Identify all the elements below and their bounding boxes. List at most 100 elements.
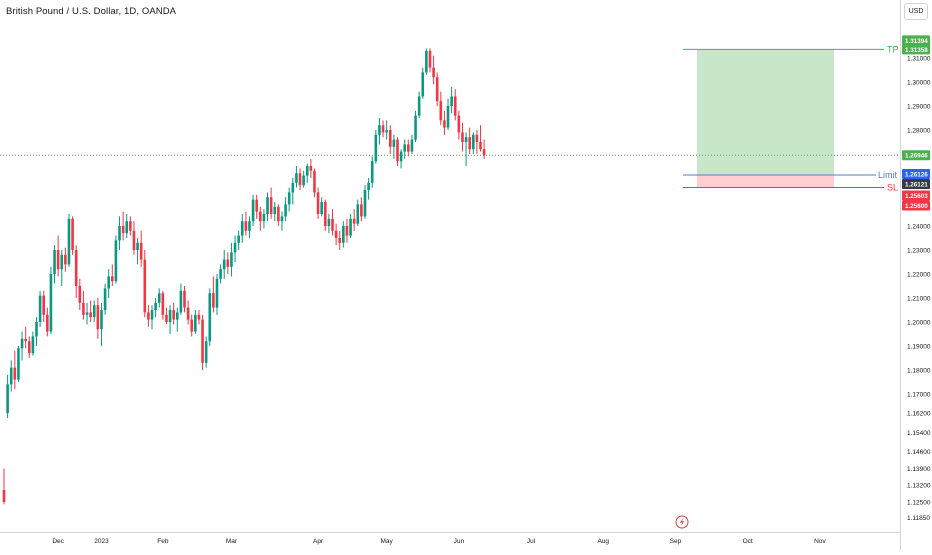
candle-body — [212, 293, 215, 308]
candle-body — [414, 115, 417, 140]
time-axis[interactable]: Dec 2023 Feb Mar Apr May Jun Jul Aug Sep Oct Nov — [52, 538, 826, 545]
candle-body — [111, 276, 114, 282]
candle-body — [262, 214, 266, 222]
candle-body — [139, 242, 143, 260]
position-levels: TP Limit SL — [683, 44, 899, 193]
lightning-icon[interactable] — [675, 515, 689, 529]
candle-body — [259, 211, 262, 222]
candle-body — [136, 242, 139, 250]
candle-body — [179, 290, 183, 313]
candle-body — [457, 115, 461, 133]
candle-body — [132, 230, 136, 250]
candle-body — [360, 204, 363, 217]
candle-body — [251, 199, 255, 222]
time-tick-label: May — [381, 538, 394, 545]
stop-loss-zone[interactable] — [697, 174, 834, 188]
candle-body — [298, 173, 302, 186]
svg-text:1.25600: 1.25600 — [905, 203, 928, 210]
candle-body — [479, 142, 482, 150]
time-tick-label: Jun — [454, 538, 465, 545]
candle-body — [374, 134, 378, 162]
price-tag: 1.26946 — [902, 150, 930, 161]
time-tick-label: Nov — [814, 538, 826, 545]
price-tick-label: 1.31000 — [907, 56, 931, 63]
candle-body — [287, 192, 291, 205]
candle-body — [273, 206, 277, 214]
candle-body — [82, 302, 85, 315]
candle-body — [2, 490, 6, 502]
price-tick-label: 1.28000 — [907, 128, 931, 135]
candle-body — [67, 218, 71, 265]
candle-body — [381, 125, 385, 133]
candle-body — [277, 206, 280, 222]
price-tick-label: 1.18000 — [907, 368, 931, 375]
candle-body — [118, 226, 121, 241]
candle-body — [435, 77, 439, 102]
price-tag: 1.25600 — [902, 200, 930, 211]
candle-body — [35, 322, 38, 337]
take-profit-zone[interactable] — [697, 49, 834, 175]
price-tick-label: 1.24000 — [907, 224, 931, 231]
price-tag: 1.31358 — [902, 44, 930, 55]
candle-body — [129, 221, 132, 231]
time-tick-label: Dec — [52, 538, 64, 545]
candle-body — [428, 50, 432, 68]
price-tick-label: 1.29000 — [907, 104, 931, 111]
candle-body — [6, 384, 9, 414]
candle-body — [114, 240, 118, 282]
candle-body — [150, 310, 154, 320]
candle-body — [42, 295, 46, 315]
candle-body — [280, 216, 284, 222]
candle-body — [85, 312, 89, 315]
candle-body — [9, 367, 13, 385]
candle-body — [295, 173, 298, 183]
candle-body — [352, 218, 356, 224]
candle-body — [56, 250, 60, 270]
time-tick-label: Oct — [743, 538, 753, 545]
candle-body — [230, 252, 233, 267]
candle-body — [385, 130, 388, 133]
candle-body — [222, 259, 226, 270]
candle-body — [356, 204, 360, 224]
price-tick-label: 1.23000 — [907, 248, 931, 255]
symbol-title: British Pound / U.S. Dollar, 1D, OANDA — [6, 6, 177, 17]
candle-body — [417, 96, 421, 116]
time-tick-label: 2023 — [94, 538, 109, 545]
currency-button[interactable]: USD — [904, 3, 928, 20]
candle-body — [78, 286, 82, 303]
time-tick-label: Apr — [313, 538, 324, 545]
limit-label: Limit — [878, 170, 898, 180]
price-tag: 1.31394 — [902, 35, 930, 46]
candle-body — [92, 305, 96, 318]
price-tag: 1.25603 — [902, 190, 930, 201]
position-zones — [697, 49, 834, 188]
candle-body — [327, 218, 331, 226]
candle-body — [323, 202, 327, 226]
tp-label: TP — [887, 44, 899, 54]
candle-body — [472, 134, 475, 150]
candle-body — [194, 314, 197, 332]
candle-body — [168, 310, 172, 322]
candle-body — [345, 226, 349, 236]
candle-body — [461, 132, 464, 142]
candle-body — [60, 254, 64, 270]
time-tick-label: Aug — [597, 538, 609, 545]
candle-body — [244, 221, 248, 231]
candle-body — [255, 199, 258, 212]
price-axis[interactable]: 1.31000 1.30000 1.29000 1.28000 1.24000 1.230… — [907, 56, 931, 523]
price-tag: 1.26121 — [902, 178, 930, 189]
candle-body — [403, 144, 407, 152]
time-tick-label: Mar — [226, 538, 238, 545]
candle-body — [342, 226, 345, 243]
candle-body — [425, 50, 428, 73]
svg-text:1.31394: 1.31394 — [905, 38, 928, 45]
candle-body — [432, 67, 435, 78]
candle-body — [100, 310, 103, 330]
price-tick-label: 1.15400 — [907, 430, 931, 437]
time-tick-label: Sep — [670, 538, 682, 545]
candle-body — [71, 218, 74, 250]
candle-body — [349, 218, 352, 236]
candle-body — [468, 137, 471, 150]
